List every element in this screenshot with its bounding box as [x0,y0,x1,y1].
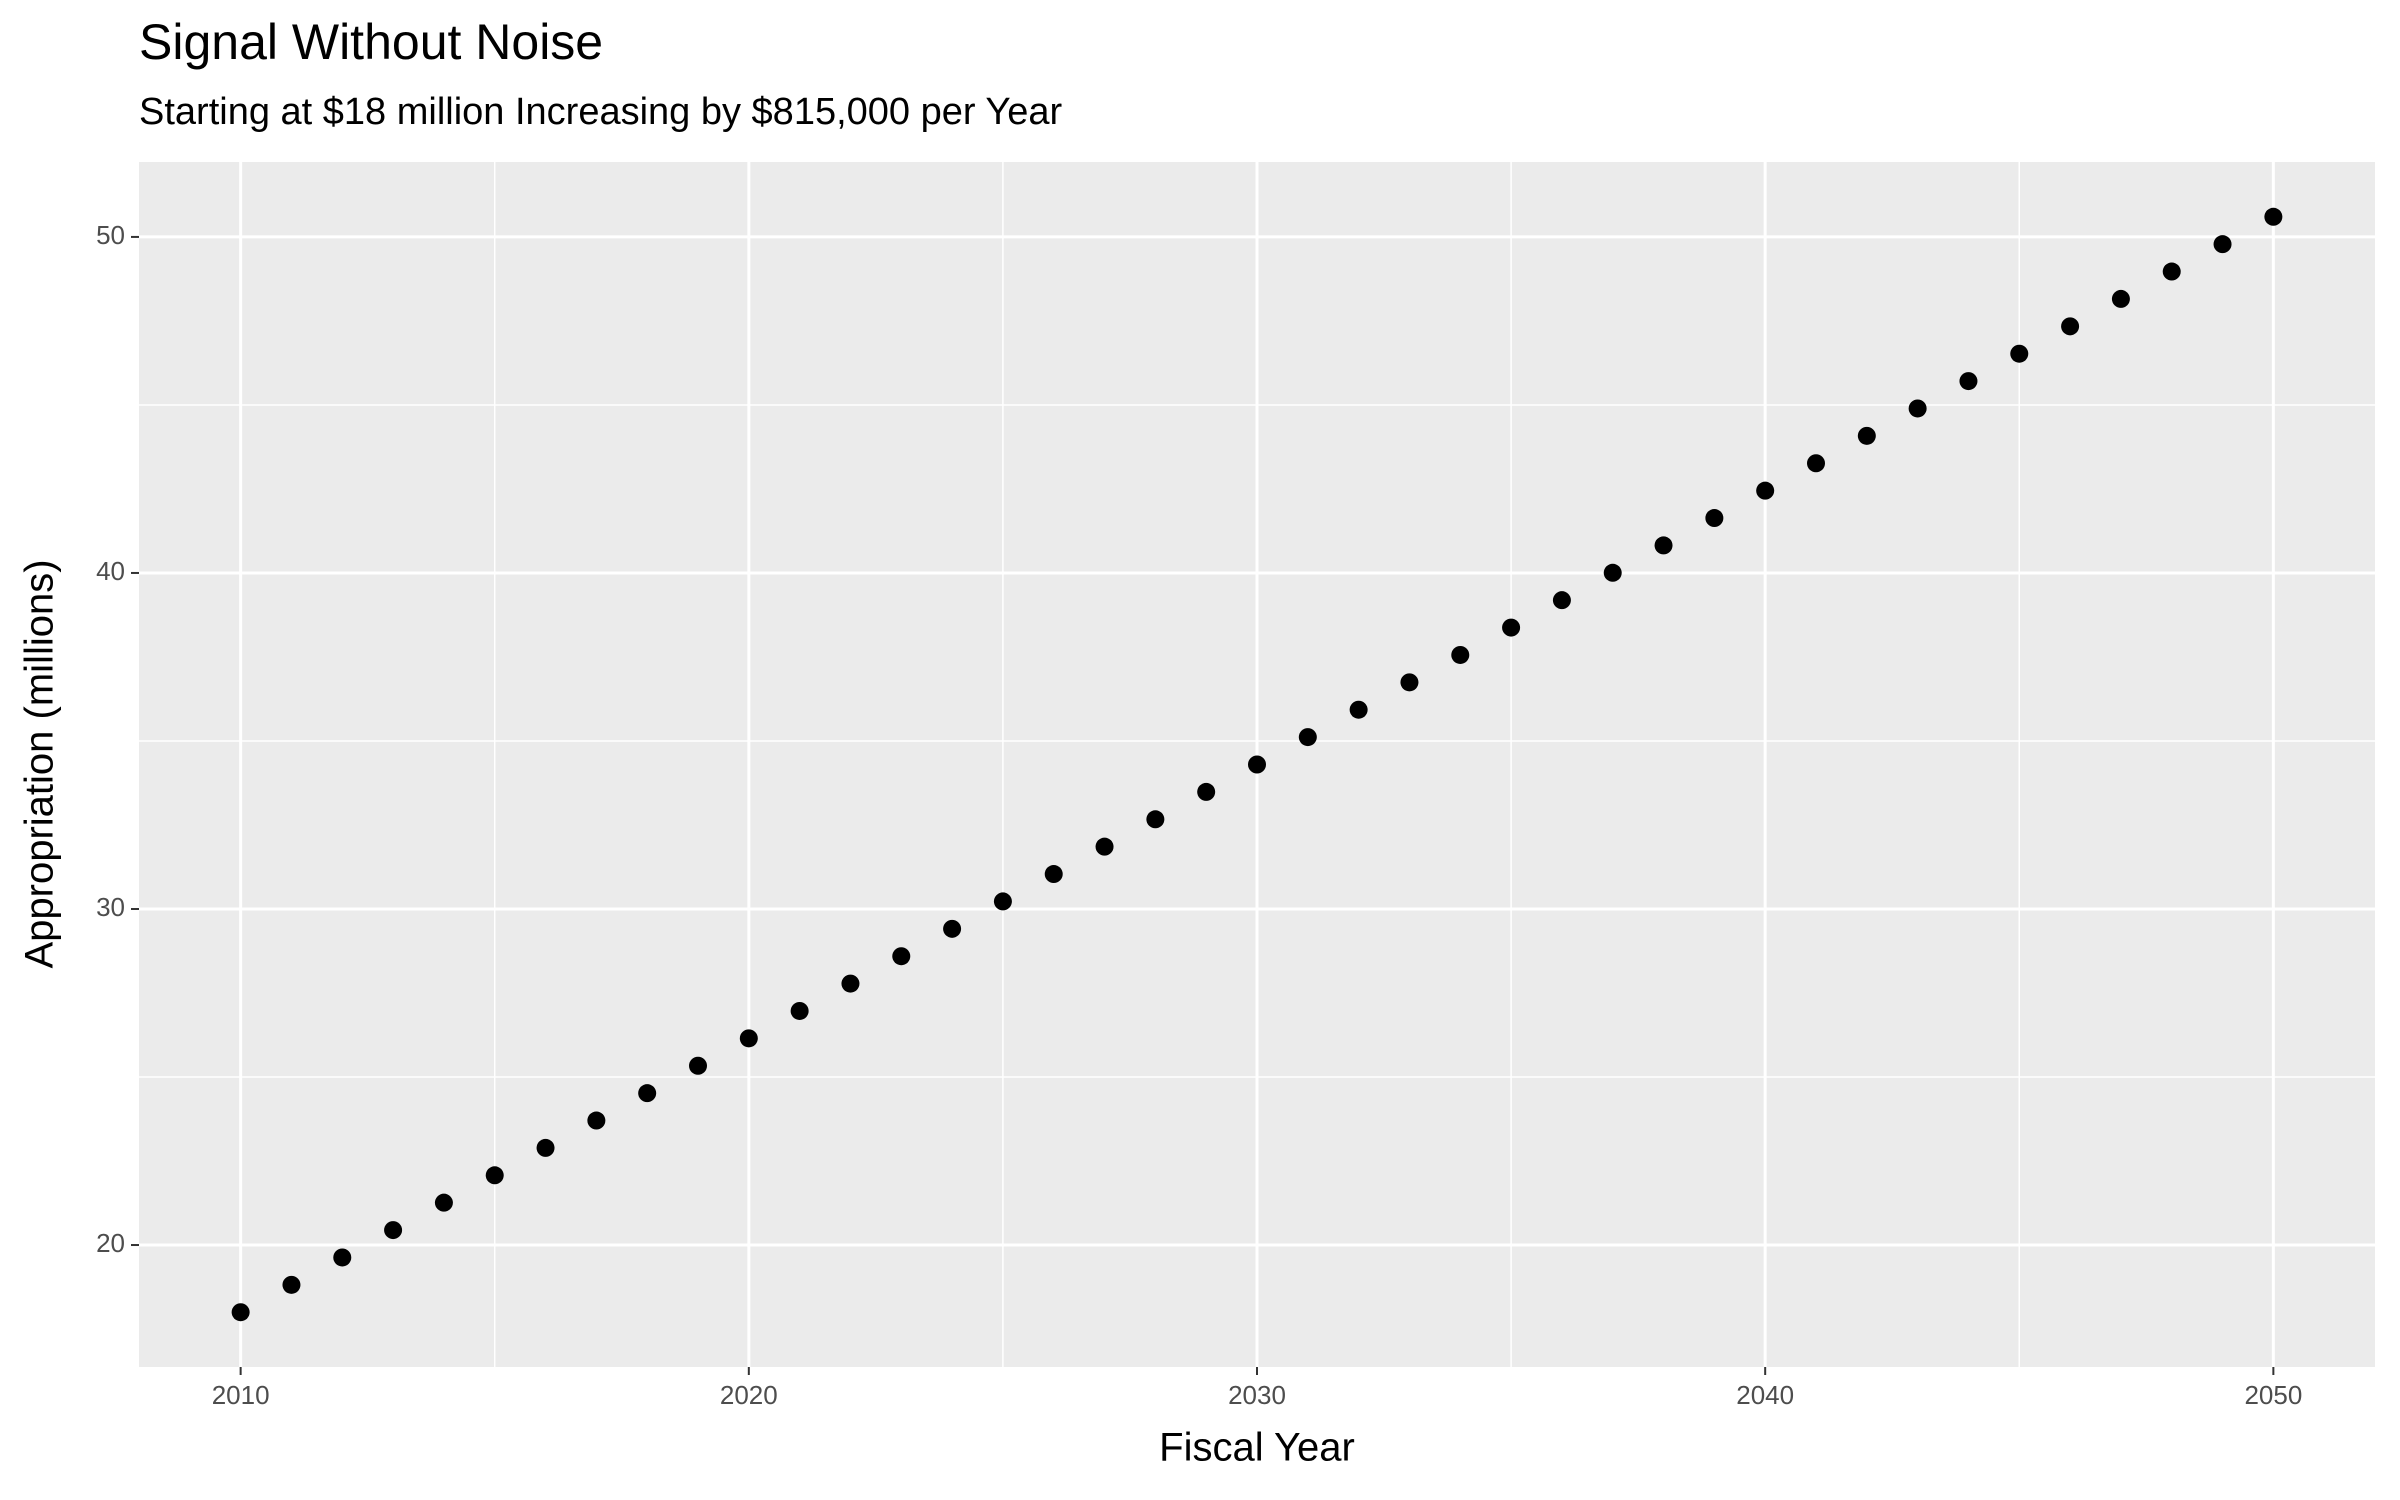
point [2162,262,2181,281]
point [1451,645,1470,664]
point [1603,563,1622,582]
point [1756,481,1775,500]
point [1502,618,1521,637]
point [1552,591,1571,610]
chart-subtitle: Starting at $18 million Increasing by $8… [139,91,1063,133]
point [1908,399,1927,418]
point [790,1001,809,1020]
point [1807,454,1825,473]
point [892,947,911,966]
point [1654,536,1673,555]
point [739,1029,758,1048]
point [282,1275,301,1294]
y-tick-label: 50 [96,220,125,250]
point [1248,755,1266,774]
x-tick-label: 2010 [212,1380,270,1410]
point [1349,700,1368,719]
point [943,919,962,938]
point [1197,782,1216,801]
point [587,1111,606,1130]
point [1705,509,1724,528]
point [1959,372,1978,391]
point [384,1221,403,1240]
x-tick-label: 2050 [2244,1380,2302,1410]
y-tick-label: 30 [96,892,125,922]
point [2061,317,2080,336]
point [485,1166,504,1185]
point [993,892,1012,911]
x-tick-label: 2020 [720,1380,778,1410]
chart-title: Signal Without Noise [139,14,603,70]
y-axis-title: Appropriation (millions) [18,559,62,968]
point [231,1303,250,1322]
point [689,1056,707,1075]
point [333,1248,352,1267]
point [638,1084,657,1103]
point [2010,344,2029,363]
point [434,1193,453,1212]
point [2213,235,2232,254]
point [841,974,860,993]
point [2264,207,2283,226]
x-tick-label: 2030 [1228,1380,1286,1410]
point [2111,289,2130,308]
x-axis-title: Fiscal Year [1159,1426,1355,1470]
point [1146,810,1165,829]
point [1298,728,1317,747]
point [1044,865,1063,884]
x-tick-label: 2040 [1736,1380,1794,1410]
point [1400,673,1419,692]
point [1857,426,1876,445]
y-tick-label: 40 [96,556,125,586]
point [536,1138,555,1157]
y-tick-label: 20 [96,1228,125,1258]
point [1095,837,1114,856]
